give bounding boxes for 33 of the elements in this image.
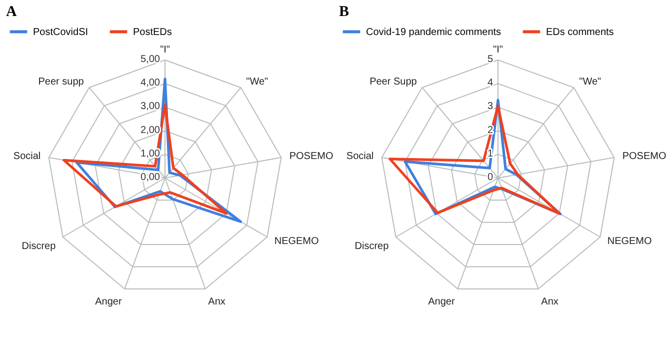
y-tick-label: 0,00: [140, 172, 160, 183]
legend-label: Covid-19 pandemic comments: [366, 26, 502, 38]
y-tick-label: 3: [487, 101, 494, 112]
spoke-label: "I": [160, 44, 170, 56]
y-tick-label: 4: [487, 78, 494, 89]
spoke-label: POSEMO: [289, 151, 334, 162]
spoke-label: Anx: [208, 296, 226, 308]
spoke-label: Social: [13, 151, 41, 162]
chart-title: B: [339, 4, 350, 20]
y-tick-label: 0: [487, 172, 494, 183]
spoke-label: Anx: [541, 296, 558, 308]
spoke-label: "I": [493, 44, 504, 56]
spoke-label: NEGEMO: [607, 236, 652, 248]
chart-title: A: [6, 4, 17, 20]
spoke-label: POSEMO: [622, 151, 666, 162]
legend-label: EDs comments: [546, 26, 614, 38]
spoke-label: Discrep: [22, 240, 56, 252]
y-tick-label: 3,00: [140, 101, 160, 112]
spoke-label: NEGEMO: [274, 236, 320, 248]
y-tick-label: 2,00: [140, 124, 160, 136]
legend-label: PostEDs: [133, 26, 172, 38]
spoke-label: "We": [246, 76, 269, 88]
y-tick-label: 5,00: [140, 54, 160, 65]
spoke-label: Anger: [95, 296, 122, 308]
spoke-label: Social: [346, 151, 374, 162]
legend-label: PostCovidSI: [33, 26, 88, 38]
spoke-label: Discrep: [354, 240, 390, 252]
spoke-label: Peer supp: [38, 76, 84, 88]
y-tick-label: 4,00: [140, 78, 160, 89]
spoke-label: Peer Supp: [370, 76, 418, 88]
spoke-label: Anger: [428, 296, 456, 308]
y-tick-label: 5: [487, 54, 494, 65]
spoke-label: "We": [579, 76, 602, 88]
